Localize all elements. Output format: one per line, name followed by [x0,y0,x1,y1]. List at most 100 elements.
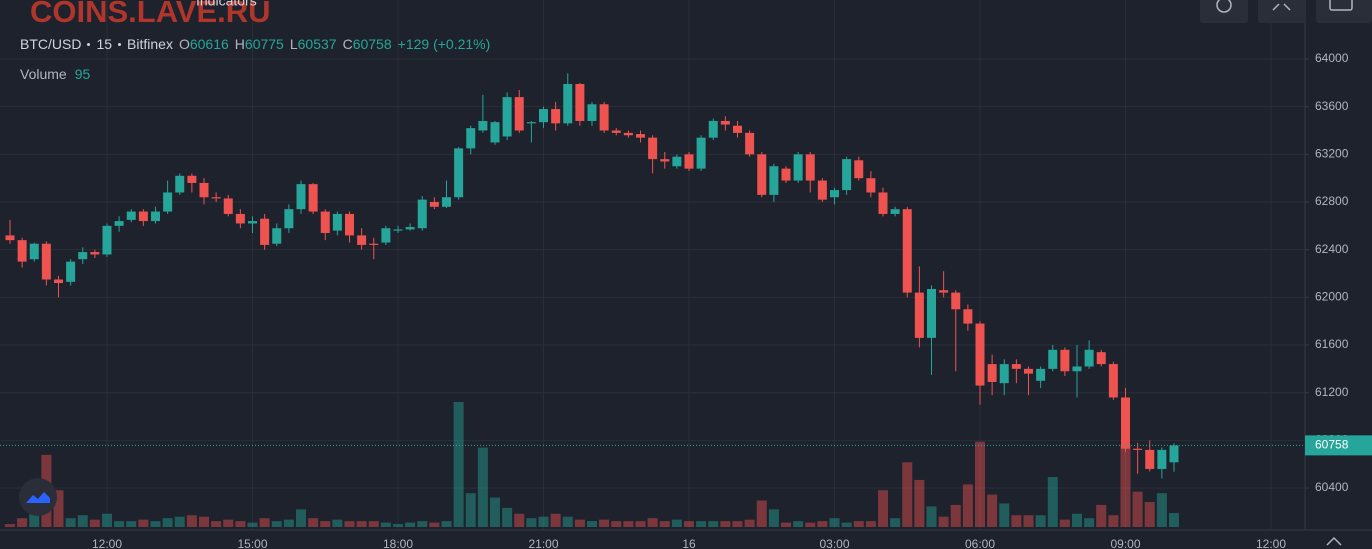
high-value: 60775 [244,36,284,52]
volume-bar [1059,519,1070,527]
candle-body [890,209,900,214]
candle-body [199,182,209,198]
symbol: BTC/USD [20,36,82,52]
volume-bar [526,518,537,527]
candle-body [611,130,621,133]
candle-body [211,197,221,199]
volume-bar [150,521,161,527]
volume-bar [429,522,440,527]
volume-bar [975,441,985,527]
x-tick-label: 03:00 [819,537,849,549]
candle-body [381,228,391,243]
volume-layer [5,402,1179,527]
candle-body [1133,448,1143,450]
y-tick-label: 63600 [1315,99,1349,113]
volume-bar [817,521,828,527]
volume-bar [368,521,379,527]
volume-bar [514,513,525,527]
candle-body [126,211,136,220]
volume-bar [890,518,901,527]
candle-body [1157,449,1167,469]
snapshot-button[interactable] [1316,0,1372,23]
candle-body [781,168,791,181]
candle-body [999,364,1009,384]
candle-body [1084,349,1094,367]
volume-bar [490,497,500,527]
x-tick-label: 15:00 [237,537,267,549]
candle-body [793,154,803,181]
candle-body [102,225,112,255]
volume-bar [441,521,452,527]
candle-body [575,84,585,121]
candle-body [623,132,633,136]
volume-bar [477,447,488,527]
volume-bar [562,516,573,527]
scroll-icon[interactable] [1326,536,1342,546]
candle-body [539,109,548,123]
volume-bar [1047,477,1058,527]
volume-bar [77,515,88,527]
volume-bar [1023,515,1034,527]
volume-bar [1169,513,1179,527]
fullscreen-button[interactable] [1258,0,1306,23]
candle-body [442,197,451,207]
candle-body [1108,364,1118,398]
volume-bar [296,509,306,527]
volume-bar [732,521,743,527]
volume-bar [538,516,549,527]
volume-bar [344,521,355,527]
logo[interactable] [19,478,57,516]
toolbar-indicators[interactable]: Indicators [196,0,257,9]
volume-bar [332,519,343,527]
candle-body [78,252,88,260]
candle-body [29,243,39,260]
volume-bar [781,522,791,527]
volume-bar [29,509,40,527]
volume-bar [550,513,561,527]
legend-main: BTC/USD 15 Bitfinex O 60616 H 60775 L 60… [20,36,490,52]
volume-bar [635,521,646,527]
volume-bar [1084,518,1095,527]
candle-body [357,235,367,245]
candle-body [393,229,403,231]
volume-bar [223,519,234,527]
candle-body [54,279,63,284]
candle-body [672,156,682,167]
candle-body [1169,445,1179,463]
candle-body [369,243,379,245]
x-tick-label: 16 [682,537,696,549]
volume-bar [987,494,998,527]
candle-body [114,221,124,226]
candle-body [648,137,658,160]
snapshot-icon [1329,0,1353,11]
candle-body [817,180,827,200]
candle-body [866,178,876,193]
volume-bar [938,516,949,527]
candle-body [914,292,924,338]
y-tick-label: 61600 [1315,337,1349,351]
high-label: H [234,36,245,52]
candle-body [878,192,888,214]
volume-bar [502,507,513,527]
volume-bar [320,521,331,527]
candle-body [163,192,173,212]
volume-bar [768,509,779,527]
volume-bar [356,521,367,527]
watermark: COINS.LAVE.RU [30,0,271,29]
candle-body [405,227,415,230]
candle-body [284,209,294,229]
close-label: C [342,36,353,52]
x-tick-label: 06:00 [965,537,995,549]
candle-body [636,134,645,138]
candle-body [235,213,245,224]
candle-body [90,252,100,255]
candle-body [1072,366,1082,372]
volume-bar [1144,502,1155,527]
candle-body [296,184,306,210]
candle-body [5,235,15,241]
volume-bar [914,479,925,527]
change: +129 (+0.21%) [397,36,491,52]
candle-body [429,202,439,207]
